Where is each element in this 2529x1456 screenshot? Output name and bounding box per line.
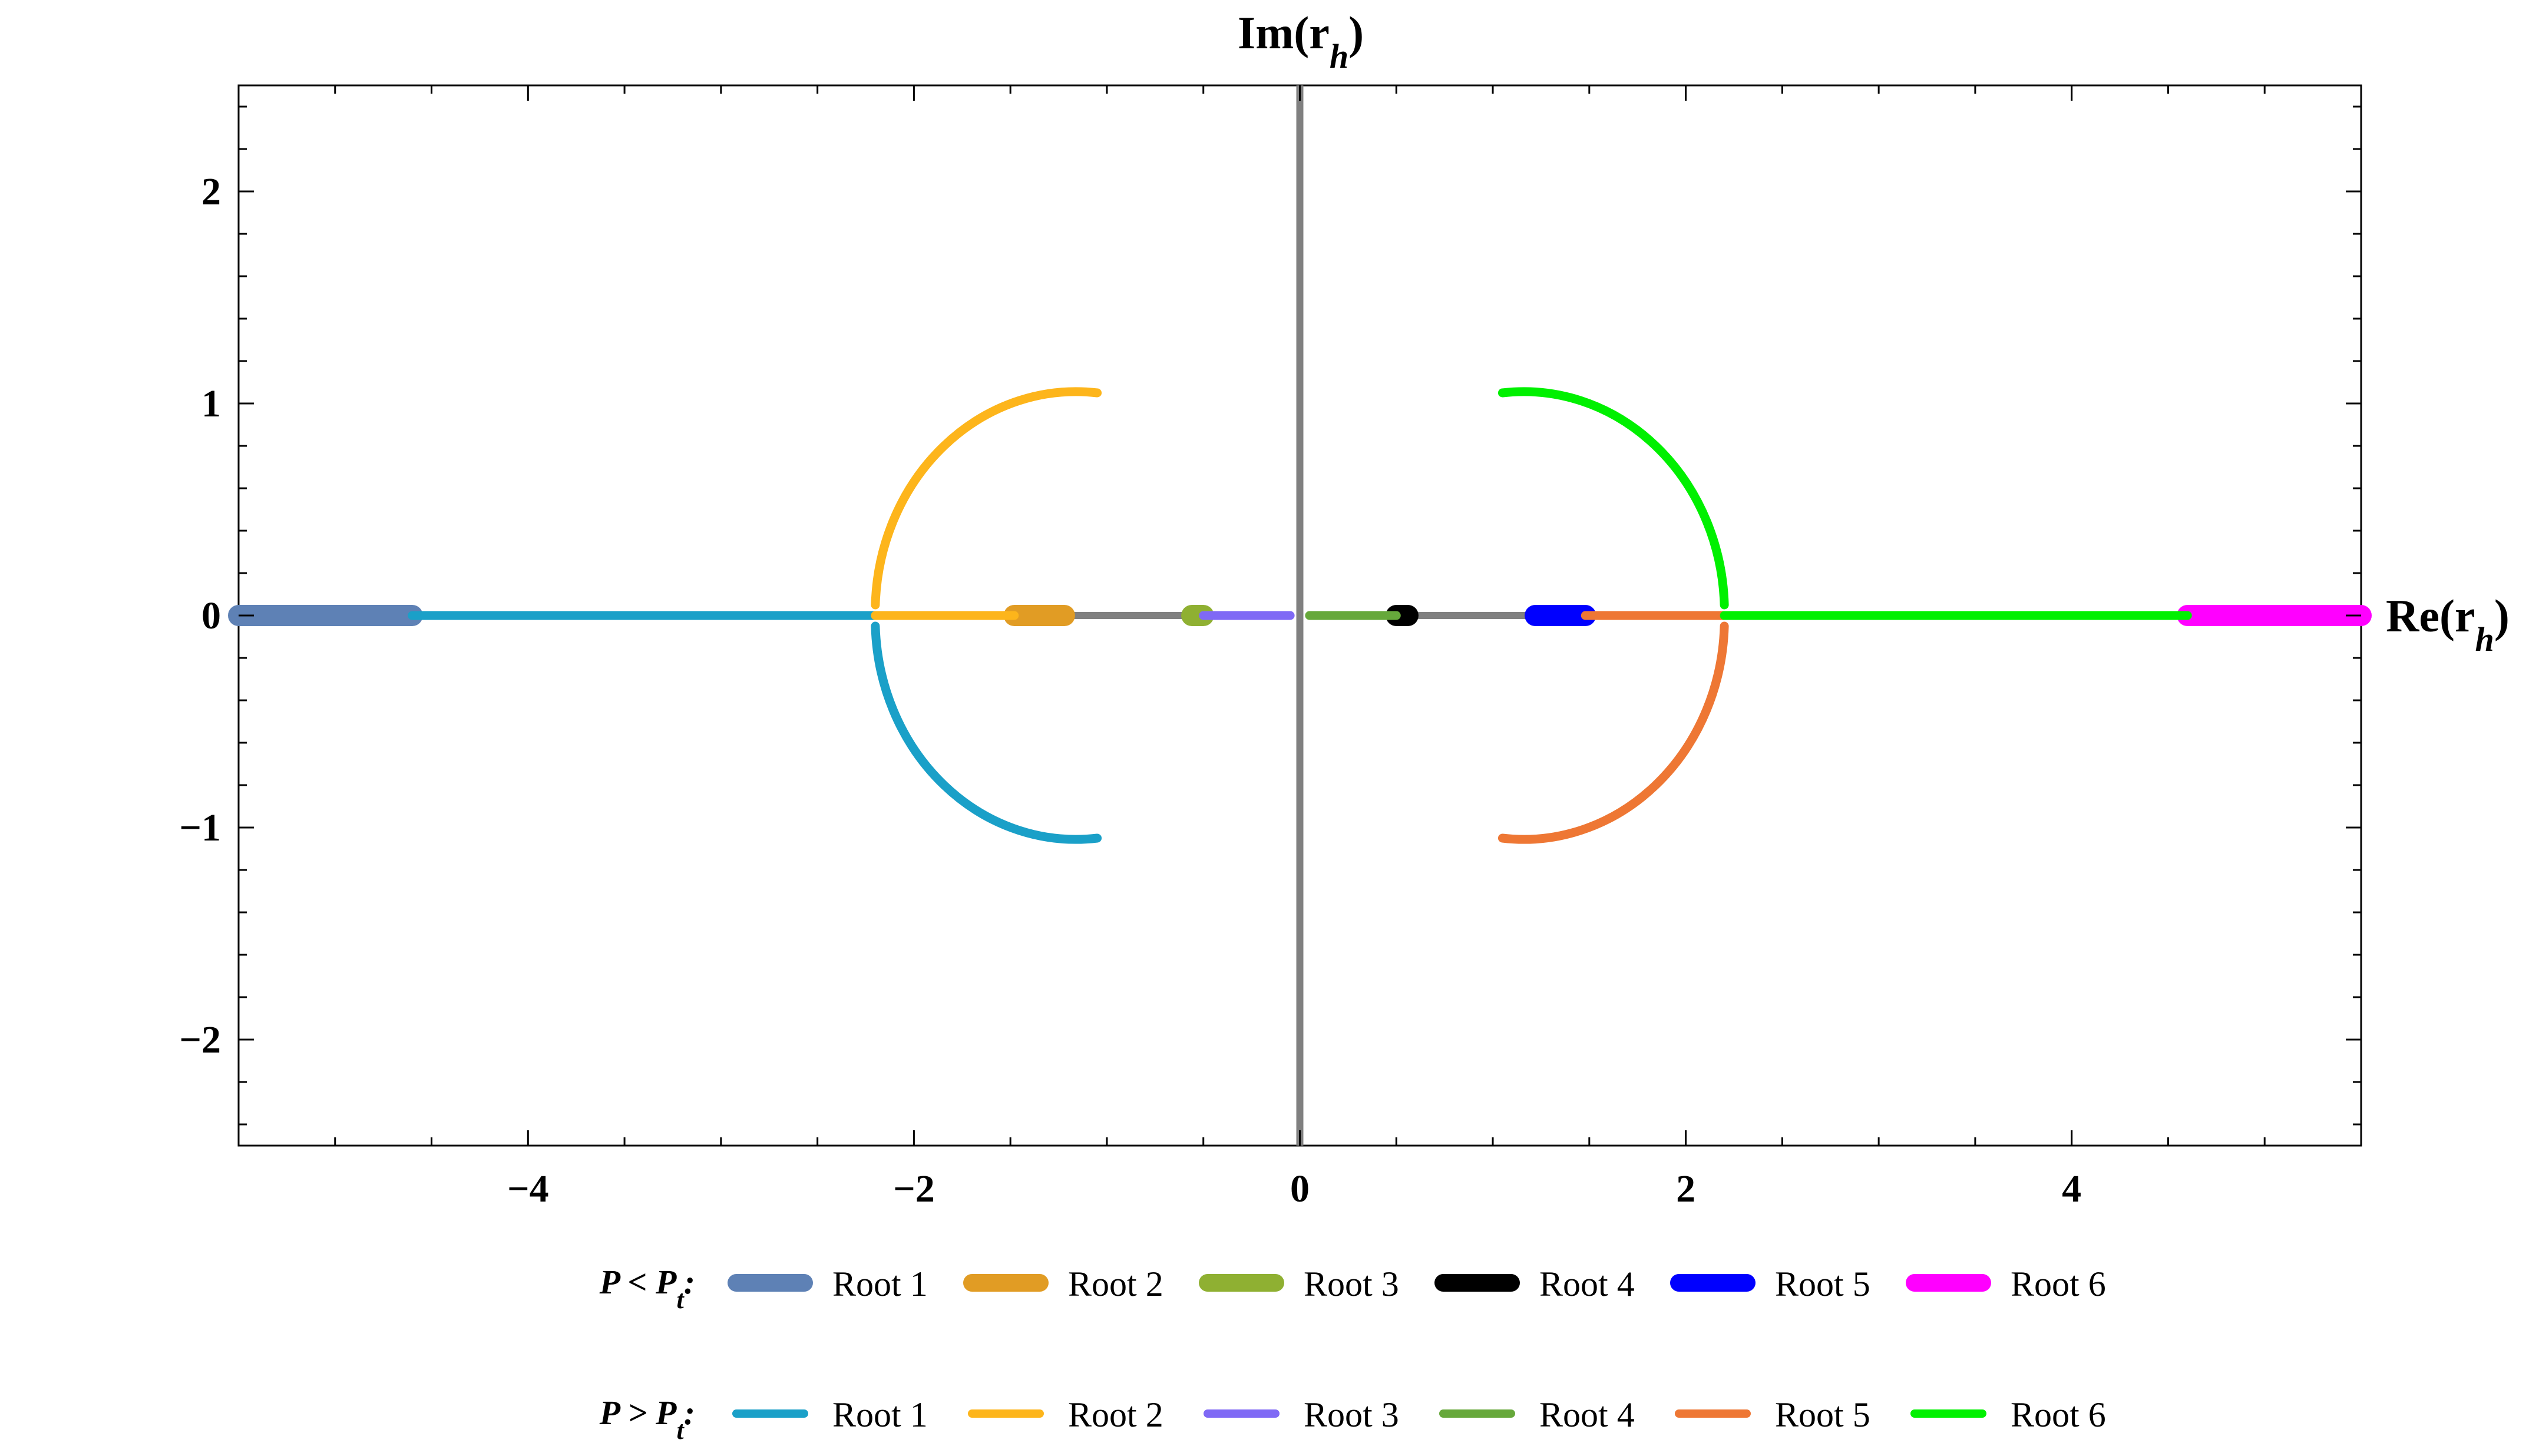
x-tick-label: 0: [1290, 1167, 1310, 1210]
legend: P < Pt: Root 1 Root 2 Root 3 Root 4 Root 5 Roo…: [599, 1263, 2106, 1445]
ticks-group: [237, 85, 2362, 1146]
legend-item-label: Root 3: [1304, 1265, 1399, 1303]
x-tick-label: 2: [1676, 1167, 1695, 1210]
legend-item-label: Root 1: [832, 1265, 928, 1303]
legend-group-label: P < Pt:: [599, 1263, 695, 1314]
legend-item-label: Root 3: [1304, 1395, 1399, 1434]
legend-item-label: Root 5: [1775, 1265, 1870, 1303]
legend-item-label: Root 4: [1539, 1265, 1635, 1303]
tick-labels-group: −4 −2 0 2 4 −2 −1 0 1 2: [179, 170, 2081, 1210]
y-tick-label: 2: [201, 170, 221, 213]
legend-item-label: Root 2: [1068, 1395, 1163, 1434]
legend-item-label: Root 2: [1068, 1265, 1163, 1303]
legend-item-label: Root 1: [832, 1395, 928, 1434]
series-g2-root-5-complex-arc: [1497, 621, 1729, 844]
y-tick-label: −1: [179, 806, 221, 849]
x-axis-title: Re(rh): [2386, 590, 2510, 658]
x-tick-label: 4: [2062, 1167, 2081, 1210]
series-g2-root-2-complex-arc: [871, 387, 1102, 610]
series-group: [228, 387, 2372, 844]
legend-group-label: P > Pt:: [599, 1394, 695, 1445]
legend-item-label: Root 6: [2011, 1395, 2106, 1434]
x-tick-label: −2: [893, 1167, 935, 1210]
y-axis-title: Im(rh): [1238, 7, 1364, 75]
series-g2-root-6-complex-arc: [1497, 387, 1729, 610]
series-g2-root-1-complex-arc: [871, 621, 1102, 844]
y-tick-label: −2: [179, 1018, 221, 1061]
legend-item-label: Root 4: [1539, 1395, 1635, 1434]
y-tick-label: 1: [201, 382, 221, 425]
legend-item-label: Root 6: [2011, 1265, 2106, 1303]
x-tick-label: −4: [507, 1167, 549, 1210]
y-tick-label: 0: [201, 594, 221, 637]
legend-item-label: Root 5: [1775, 1395, 1870, 1434]
